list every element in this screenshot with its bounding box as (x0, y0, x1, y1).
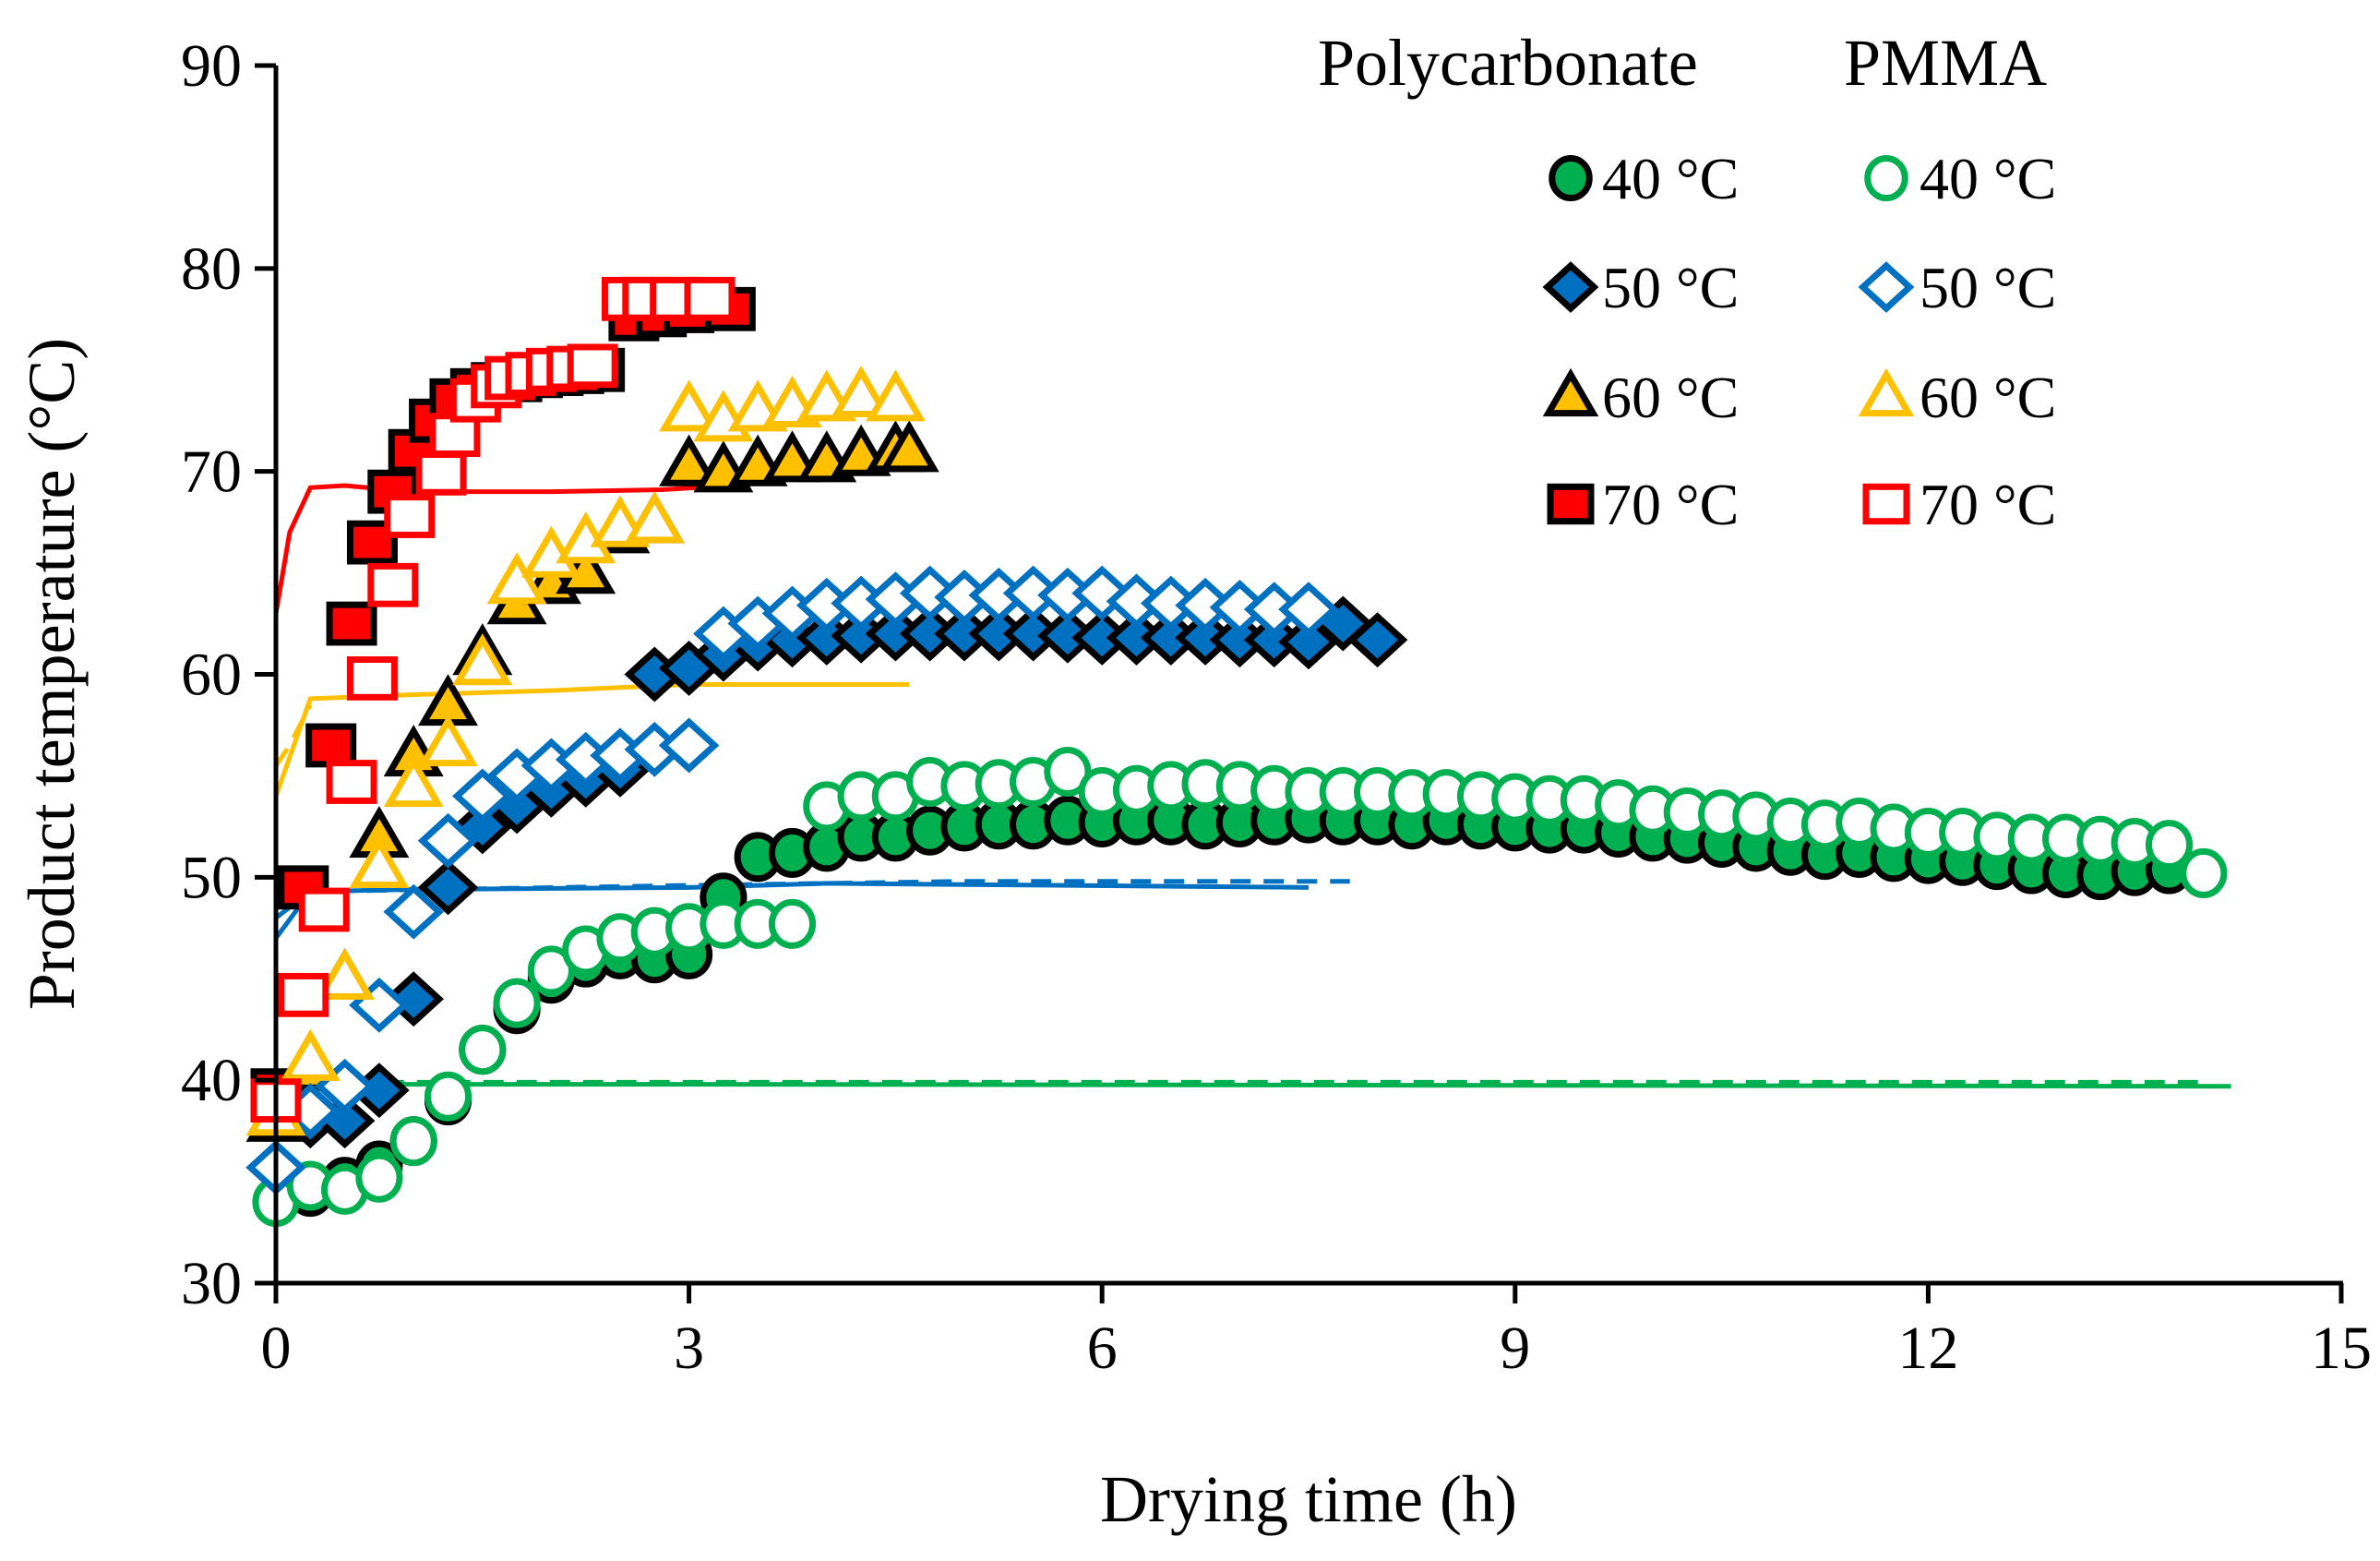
data-point-square (567, 343, 618, 389)
legend: Polycarbonate PMMA 40 °C 40 °C 50 °C 50 °C 6… (1318, 26, 2056, 537)
data-point-square (384, 494, 436, 538)
series-polycarbonate-40-c (286, 793, 2194, 1218)
data-point-circle (424, 1071, 472, 1122)
series-pmma-60-c (245, 365, 926, 1136)
legend-title-pmma: PMMA (1844, 26, 2047, 100)
legend-title-polycarbonate: Polycarbonate (1318, 26, 1698, 100)
legend-label-pmma: 60 °C (1920, 365, 2056, 430)
data-point-diamond (417, 812, 479, 869)
y-axis-label: Product temperature (°C) (15, 338, 89, 1011)
data-point-square (684, 276, 736, 321)
data-point-diamond (417, 859, 479, 916)
data-point-triangle (315, 947, 376, 1000)
data-point-circle (1044, 747, 1092, 798)
data-point-circle (2180, 847, 2228, 898)
legend-label-pmma: 50 °C (1920, 255, 2056, 320)
data-point-diamond (1346, 612, 1408, 668)
y-tick-label: 90 (181, 32, 242, 100)
series-pmma-40-c (252, 747, 2228, 1228)
x-tick-label: 15 (2311, 1315, 2372, 1382)
data-point-triangle (762, 430, 822, 483)
data-point-diamond (383, 971, 444, 1027)
y-tick-label: 30 (181, 1250, 242, 1317)
legend-label-pmma: 40 °C (1920, 146, 2056, 211)
legend-marker-pmma (1864, 154, 1908, 202)
data-point-triangle (831, 365, 891, 418)
data-point-circle (493, 978, 541, 1028)
data-point-triangle (280, 1028, 341, 1081)
y-tick-label: 40 (181, 1047, 242, 1114)
data-point-triangle (865, 369, 926, 422)
legend-label-polycarbonate: 50 °C (1602, 255, 1739, 320)
data-point-circle (459, 1025, 507, 1075)
x-tick-label: 12 (1897, 1315, 1958, 1382)
data-point-circle (2145, 820, 2194, 871)
data-point-square (305, 723, 357, 768)
data-point-square (346, 655, 398, 701)
data-point-circle (768, 898, 817, 949)
y-tick-label: 50 (181, 844, 242, 911)
data-point-triangle (383, 755, 444, 808)
data-point-diamond (658, 717, 720, 774)
data-point-square (278, 972, 329, 1017)
y-tick-label: 70 (181, 438, 242, 506)
legend-marker-pmma (1858, 367, 1915, 417)
data-point-triangle (418, 714, 478, 767)
y-tick-label: 80 (181, 235, 242, 303)
data-point-square (415, 450, 467, 496)
data-point-diamond (1278, 582, 1339, 638)
y-tick-label: 60 (181, 642, 242, 709)
legend-label-polycarbonate: 70 °C (1602, 472, 1739, 537)
x-tick-label: 3 (674, 1315, 704, 1382)
data-point-triangle (349, 835, 410, 889)
data-point-circle (389, 1116, 437, 1167)
legend-marker-polycarbonate (1542, 367, 1599, 417)
legend-label-polycarbonate: 40 °C (1602, 146, 1739, 211)
data-markers (245, 276, 2228, 1228)
data-point-square (326, 601, 377, 646)
legend-marker-polycarbonate (1549, 154, 1593, 202)
shelf-line (273, 681, 910, 798)
data-point-triangle (879, 420, 939, 473)
legend-label-pmma: 70 °C (1920, 472, 2056, 537)
data-point-triangle (452, 633, 513, 686)
data-point-triangle (486, 552, 547, 605)
legend-marker-polycarbonate (1547, 483, 1595, 525)
data-point-circle (355, 1152, 403, 1203)
data-point-square (298, 887, 350, 932)
legend-marker-pmma (1862, 483, 1910, 525)
x-tick-label: 0 (261, 1315, 292, 1382)
data-point-triangle (659, 379, 720, 432)
legend-marker-polycarbonate (1542, 261, 1599, 313)
data-point-square (326, 760, 377, 804)
legend-label-polycarbonate: 60 °C (1602, 365, 1739, 430)
x-tick-label: 9 (1500, 1315, 1530, 1382)
series-pmma-70-c (250, 276, 736, 1123)
legend-marker-pmma (1858, 261, 1915, 313)
axes (273, 66, 2343, 1286)
shelf-line (275, 1082, 2231, 1091)
data-point-triangle (659, 434, 720, 486)
shelf-line (273, 703, 313, 767)
x-tick-label: 6 (1087, 1315, 1118, 1382)
data-point-diamond (383, 883, 444, 940)
data-point-square (367, 562, 419, 607)
x-axis-label: Drying time (h) (1100, 1462, 1517, 1536)
ticks: 0 3 6 9 12 15 30 40 50 60 70 80 90 (181, 32, 2372, 1382)
data-point-circle (527, 945, 575, 996)
data-point-diamond (452, 768, 513, 824)
data-point-triangle (624, 491, 685, 544)
